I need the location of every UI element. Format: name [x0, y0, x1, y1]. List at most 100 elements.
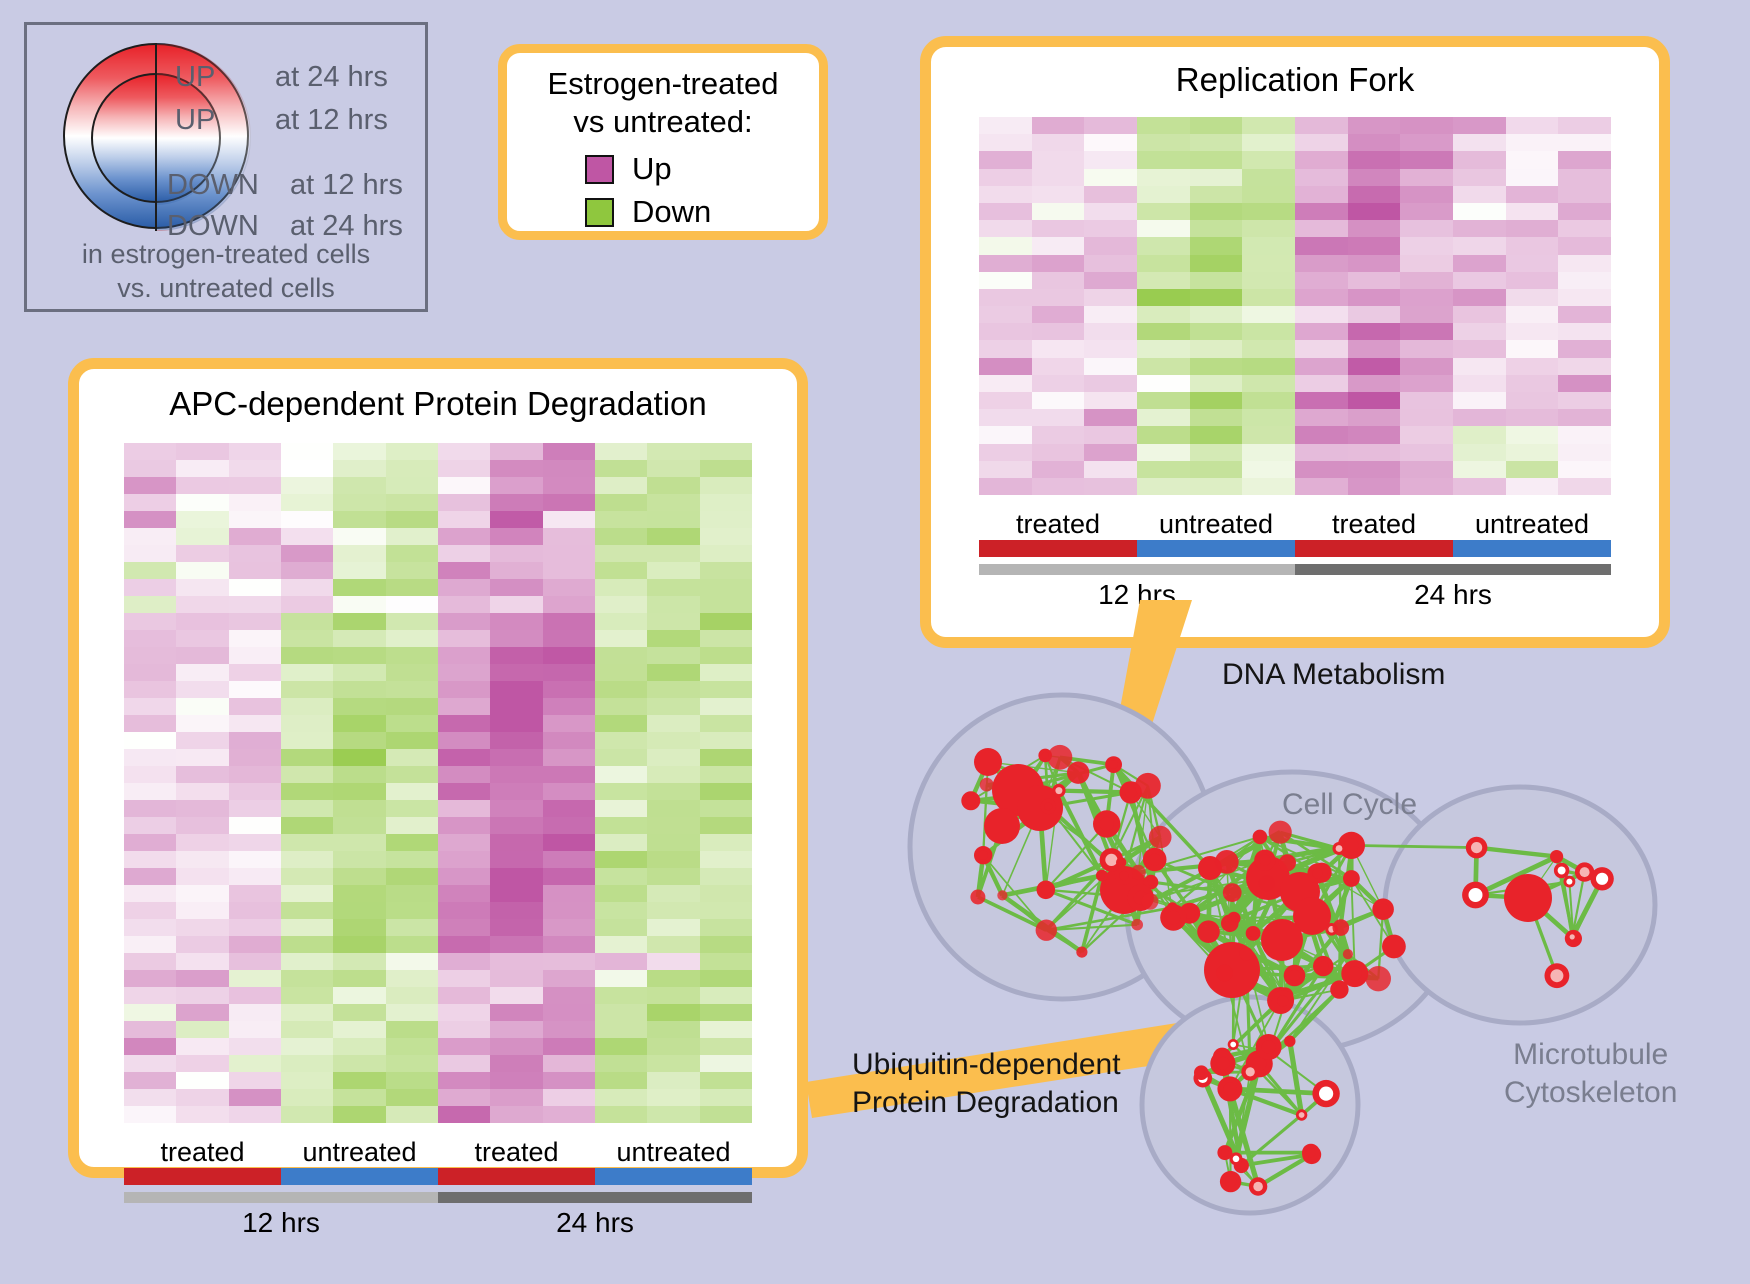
network-node-core [1347, 874, 1356, 883]
heatmap-cell [124, 885, 176, 902]
heatmap-cell [595, 834, 647, 851]
heatmap-cell [229, 613, 281, 630]
heatmap-cell [979, 358, 1032, 375]
network-node[interactable] [1259, 875, 1275, 891]
heatmap-cell [386, 698, 438, 715]
heatmap-cell [647, 511, 699, 528]
heatmap-cell [1295, 340, 1348, 357]
network-node[interactable] [997, 890, 1007, 900]
heatmap-cell [490, 868, 542, 885]
heatmap-cell [124, 1072, 176, 1089]
heatmap-cell [1137, 392, 1190, 409]
heatmap-cell [1084, 306, 1137, 323]
heatmap-cell [700, 460, 752, 477]
heatmap-cell [1295, 323, 1348, 340]
heatmap-cell [490, 732, 542, 749]
heatmap-cell [647, 647, 699, 664]
cluster-label-cell-cycle: Cell Cycle [1282, 788, 1417, 822]
heatmap-cell [1506, 186, 1559, 203]
heatmap-cell [700, 1055, 752, 1072]
heatmap-cell [1137, 478, 1190, 495]
network-node[interactable] [970, 890, 985, 905]
heatmap-cell [386, 460, 438, 477]
heatmap-cell [229, 732, 281, 749]
heatmap-cell [281, 885, 333, 902]
network-node[interactable] [1131, 919, 1143, 931]
heatmap-cell [543, 511, 595, 528]
network-node[interactable] [1269, 821, 1292, 844]
network-node[interactable] [1036, 920, 1057, 941]
heatmap-footer-time-bar-apc [124, 1192, 752, 1203]
cluster-label-ubiquitin: Ubiquitin-dependent Protein Degradation [852, 1046, 1121, 1122]
heatmap-cell [595, 528, 647, 545]
heatmap-cell [1084, 272, 1137, 289]
heatmap-cell [1295, 186, 1348, 203]
network-node[interactable] [1142, 893, 1159, 910]
heatmap-cell [281, 715, 333, 732]
heatmap-cell [438, 834, 490, 851]
heatmap-cell [1558, 306, 1611, 323]
wheel-time-up-12: at 12 hrs [275, 104, 388, 137]
network-node[interactable] [1216, 965, 1233, 982]
heatmap-cell [1295, 220, 1348, 237]
network-node[interactable] [1076, 947, 1087, 958]
heatmap-cell [1137, 203, 1190, 220]
network-node[interactable] [1366, 966, 1391, 991]
network-node[interactable] [1261, 919, 1303, 961]
heatmap-cell [1084, 255, 1137, 272]
heatmap-cell [595, 613, 647, 630]
heatmap-cell [543, 1106, 595, 1123]
heatmap-cell [1506, 426, 1559, 443]
heatmap-cell [124, 511, 176, 528]
heatmap-cell [1190, 186, 1243, 203]
key-row-down: Down [585, 194, 711, 230]
heatmap-cell [1190, 392, 1243, 409]
heatmap-cell [700, 681, 752, 698]
network-node[interactable] [1382, 935, 1406, 959]
heatmap-cell [700, 545, 752, 562]
heatmap-cell [438, 919, 490, 936]
network-node[interactable] [1504, 874, 1552, 922]
heatmap-cell [1084, 169, 1137, 186]
heatmap-cell [1558, 409, 1611, 426]
heatmap-cell [176, 817, 228, 834]
heatmap-cell [1348, 392, 1401, 409]
network-node[interactable] [1343, 949, 1353, 959]
heatmap-cell [386, 545, 438, 562]
heatmap-cell [700, 443, 752, 460]
network-node[interactable] [1215, 850, 1239, 874]
network-node[interactable] [1240, 947, 1254, 961]
heatmap-cell [1400, 461, 1453, 478]
network-node[interactable] [1197, 920, 1220, 943]
swatch-up-icon [585, 155, 614, 184]
heatmap-cell [1084, 237, 1137, 254]
heatmap-cell [386, 443, 438, 460]
heatmap-cell [1506, 255, 1559, 272]
network-node[interactable] [1135, 773, 1161, 799]
network-node[interactable] [1149, 826, 1172, 849]
network-node[interactable] [1223, 883, 1242, 902]
heatmap-cell [438, 1106, 490, 1123]
network-node[interactable] [1131, 865, 1146, 880]
heatmap-cell [1295, 237, 1348, 254]
heatmap-cell [333, 936, 385, 953]
wheel-label-up-24: UP [175, 61, 215, 94]
network-node[interactable] [984, 808, 1020, 844]
heatmap-cell [1137, 186, 1190, 203]
heatmap-cell [490, 494, 542, 511]
heatmap-cell [595, 936, 647, 953]
network-node[interactable] [1067, 762, 1089, 784]
heatmap-cell [1295, 358, 1348, 375]
heatmap-cell [1032, 237, 1085, 254]
network-node[interactable] [1333, 919, 1350, 936]
heatmap-cell [1506, 392, 1559, 409]
network-node[interactable] [1253, 830, 1268, 845]
heatmap-cell [124, 868, 176, 885]
heatmap-cell [543, 1038, 595, 1055]
network-node[interactable] [1279, 854, 1296, 871]
heatmap-cell [1348, 220, 1401, 237]
network-node[interactable] [974, 748, 1002, 776]
network-node[interactable] [980, 778, 994, 792]
heatmap-cell [1453, 323, 1506, 340]
